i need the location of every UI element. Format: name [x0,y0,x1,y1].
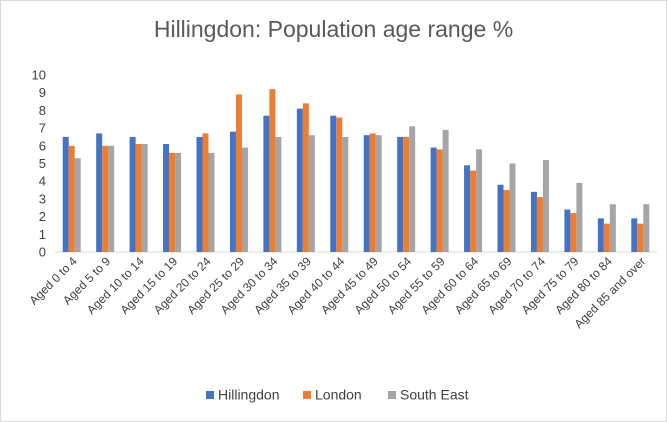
bar-hillingdon-aged-5-to-9 [96,133,103,252]
bar-london-aged-75-to-79 [570,213,577,252]
y-tick-label-5: 5 [39,156,46,171]
y-tick-label-9: 9 [39,85,46,100]
bar-south-east-aged-65-to-69 [509,163,516,252]
bar-south-east-aged-30-to-34 [275,136,282,252]
legend-label-london: London [315,387,362,403]
chart-title: Hillingdon: Population age range % [153,16,514,42]
bar-london-aged-15-to-19 [169,152,176,252]
bar-london-aged-25-to-29 [235,94,242,252]
bar-south-east-aged-70-to-74 [542,159,549,252]
y-tick-label-4: 4 [39,174,46,189]
bar-hillingdon-aged-25-to-29 [229,131,236,252]
legend-swatch-london [303,391,311,399]
bar-south-east-aged-25-to-29 [241,147,248,252]
bar-hillingdon-aged-50-to-54 [397,136,404,252]
bar-hillingdon-aged-30-to-34 [263,115,270,253]
bar-south-east-aged-5-to-9 [108,145,115,252]
bar-south-east-aged-80-to-84 [609,204,616,252]
bar-hillingdon-aged-45-to-49 [363,135,370,252]
bar-hillingdon-aged-65-to-69 [497,184,504,252]
bar-hillingdon-aged-75-to-79 [564,209,571,252]
bar-south-east-aged-35-to-39 [308,135,315,252]
y-tick-label-0: 0 [39,245,46,260]
y-tick-label-6: 6 [39,138,46,153]
bar-south-east-aged-15-to-19 [175,152,182,252]
bar-hillingdon-aged-20-to-24 [196,136,203,252]
legend-label-hillingdon: Hillingdon [218,387,279,403]
y-tick-label-7: 7 [39,121,46,136]
bar-london-aged-50-to-54 [403,136,410,252]
bar-hillingdon-aged-85-and-over [631,218,638,252]
bar-hillingdon-aged-55-to-59 [430,147,437,252]
bar-south-east-aged-10-to-14 [141,144,148,252]
bar-london-aged-70-to-74 [536,197,543,252]
bar-south-east-aged-55-to-59 [442,129,449,252]
bar-hillingdon-aged-40-to-44 [330,115,337,253]
bar-london-aged-45-to-49 [369,133,376,252]
legend-label-south-east: South East [400,387,469,403]
bar-london-aged-65-to-69 [503,190,510,252]
bar-london-aged-30-to-34 [269,89,276,252]
bar-south-east-aged-20-to-24 [208,152,215,252]
y-tick-label-10: 10 [32,68,46,83]
bar-south-east-aged-40-to-44 [342,136,349,252]
bar-london-aged-5-to-9 [102,145,109,252]
legend-swatch-south-east [388,391,396,399]
bar-hillingdon-aged-10-to-14 [129,136,136,252]
bar-south-east-aged-45-to-49 [375,135,382,252]
bar-hillingdon-aged-15-to-19 [163,144,170,252]
bar-london-aged-60-to-64 [470,170,477,252]
bar-london-aged-80-to-84 [603,223,610,252]
bar-south-east-aged-85-and-over [643,204,650,252]
bar-hillingdon-aged-60-to-64 [464,165,471,252]
bar-south-east-aged-75-to-79 [576,182,583,252]
y-tick-label-8: 8 [39,103,46,118]
bar-south-east-aged-50-to-54 [409,126,416,252]
bar-london-aged-10-to-14 [135,144,142,252]
bar-hillingdon-aged-0-to-4 [62,136,69,252]
bar-london-aged-40-to-44 [336,117,343,252]
bar-london-aged-20-to-24 [202,133,209,252]
y-tick-label-1: 1 [39,227,46,242]
y-tick-label-3: 3 [39,191,46,206]
bar-london-aged-35-to-39 [302,103,309,252]
bar-hillingdon-aged-70-to-74 [530,191,537,252]
bar-london-aged-0-to-4 [68,145,75,252]
bar-hillingdon-aged-80-to-84 [597,218,604,252]
bar-london-aged-55-to-59 [436,149,443,252]
y-tick-label-2: 2 [39,209,46,224]
bar-hillingdon-aged-35-to-39 [296,108,303,252]
bar-south-east-aged-0-to-4 [74,158,81,252]
bar-london-aged-85-and-over [637,223,644,252]
bar-south-east-aged-60-to-64 [476,149,483,252]
legend-swatch-hillingdon [206,391,214,399]
